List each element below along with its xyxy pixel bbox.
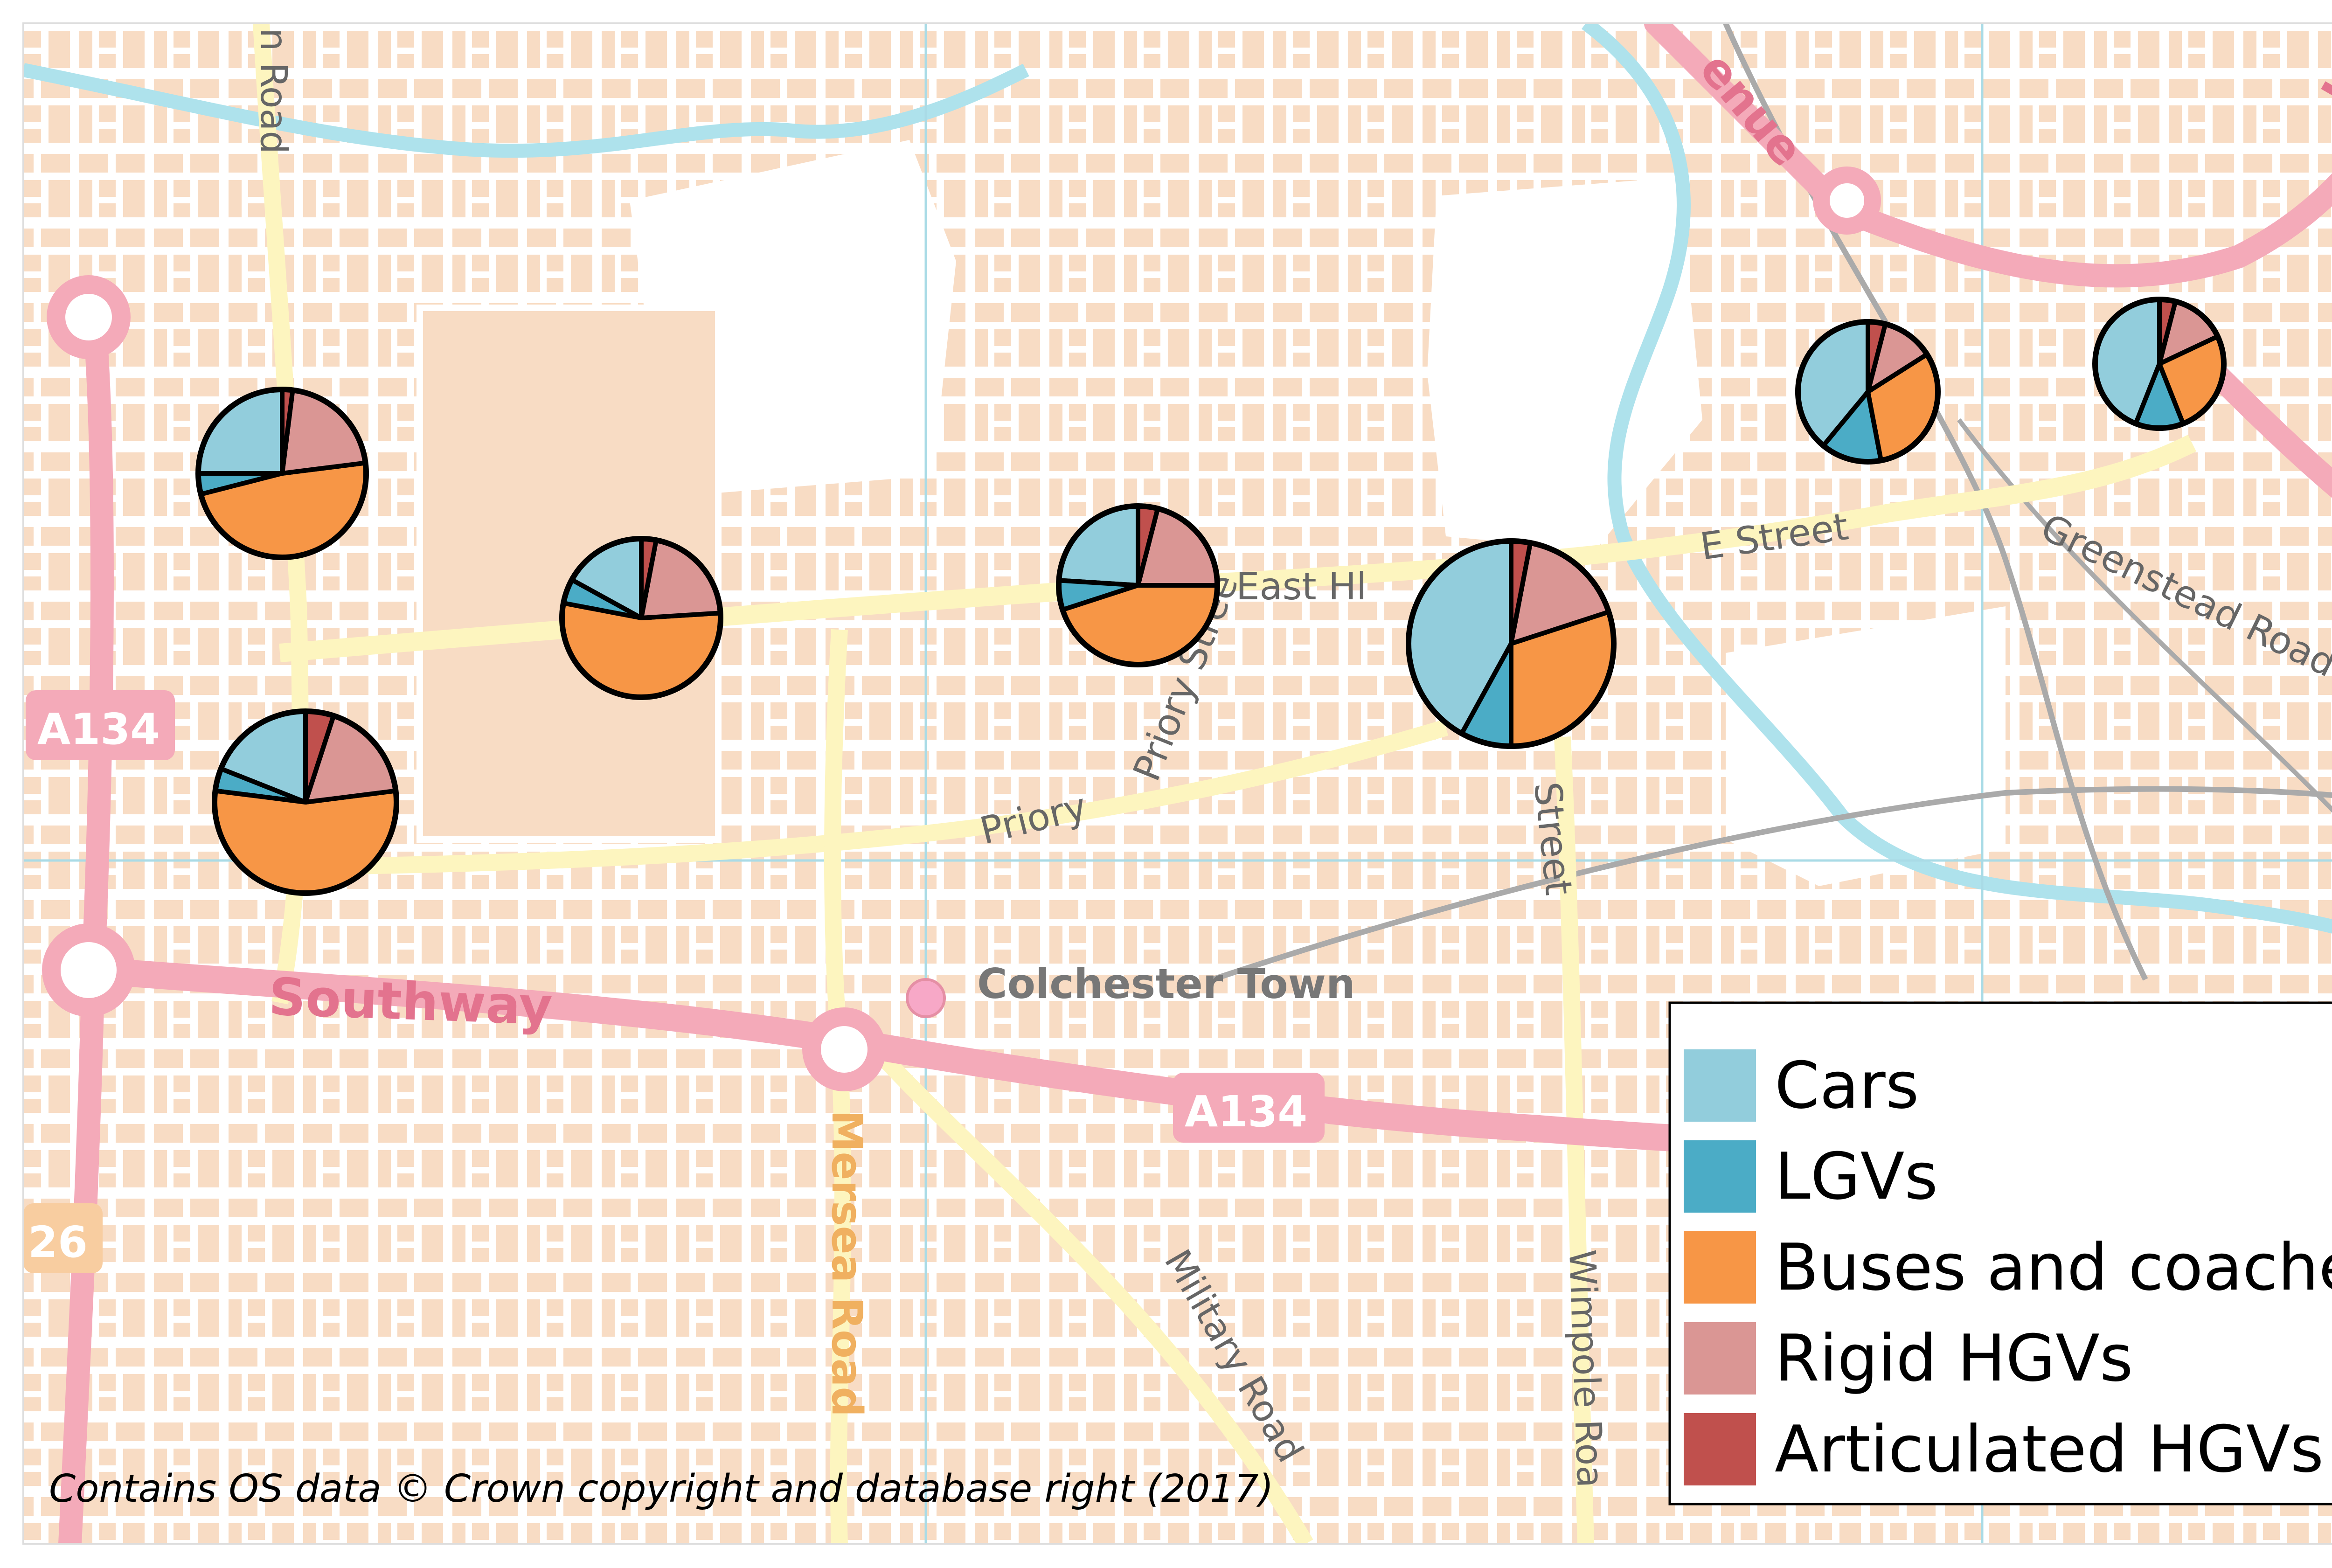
os-credit: Contains OS data © Crown copyright and d…: [49, 1467, 1274, 1511]
badge-a26-text: 26: [28, 1217, 88, 1267]
label-wimpole-road: Wimpole Roa: [1561, 1249, 1611, 1489]
legend: Cars LGVs Buses and coaches Rigid HGVs Artic…: [1668, 1001, 2332, 1506]
legend-swatch-buses: [1684, 1231, 1756, 1304]
label-east-hill: East Hl: [1236, 565, 1367, 608]
legend-swatch-cars: [1684, 1049, 1756, 1122]
pie-east-hill-large: [1406, 538, 1617, 749]
road-priory: [279, 719, 1449, 876]
pie-outline: [1795, 319, 1941, 465]
badge-a26: 26: [23, 1203, 103, 1273]
open-space-east: [1726, 606, 2006, 886]
roundabout-ne: [1813, 167, 1881, 235]
label-southway: Southway: [268, 967, 553, 1036]
pie-far-east: [2092, 297, 2227, 431]
river-colne-east: [1581, 23, 2332, 934]
pie-outline: [195, 387, 369, 560]
pie-south-west: [212, 708, 399, 896]
legend-swatch-lgvs: [1684, 1140, 1756, 1213]
pie-outline: [2092, 297, 2227, 431]
map-frame: [22, 22, 2332, 1545]
roundabout-sw: [42, 923, 135, 1017]
road-wimpole: [1554, 736, 1594, 1544]
legend-box: [1668, 1001, 2332, 1506]
label-colchester-town: Colchester Town: [977, 960, 1355, 1008]
pie-outline: [1406, 538, 1617, 749]
badge-a134-west-text: A134: [37, 704, 160, 754]
legend-label-lgvs: LGVs: [1775, 1139, 1938, 1214]
legend-label-buses: Buses and coaches: [1775, 1230, 2332, 1305]
legend-label-rigid: Rigid HGVs: [1775, 1321, 2133, 1396]
pie-outline: [559, 536, 723, 700]
station-icon[interactable]: [906, 978, 946, 1018]
label-mersea-road: Mersea Road: [822, 1110, 871, 1417]
open-space-river: [1427, 177, 1702, 550]
pie-west-central: [559, 536, 723, 700]
pie-outline: [1056, 503, 1220, 667]
pie-outline: [212, 708, 399, 896]
badge-a134-west: A134: [26, 690, 175, 760]
badge-a134-center: A134: [1173, 1073, 1325, 1143]
legend-swatch-artic: [1684, 1413, 1756, 1485]
railway: [1212, 786, 2332, 982]
legend-label-cars: Cars: [1775, 1048, 1919, 1123]
traffic-pie-charts: [195, 297, 2227, 896]
badge-a134-center-text: A134: [1185, 1087, 1307, 1137]
pie-north-east: [1795, 319, 1941, 465]
river-colne: [23, 63, 1029, 158]
legend-swatch-rigid: [1684, 1322, 1756, 1395]
road-ne-avenue: [1647, 23, 2332, 288]
roundabout-nw: [47, 275, 131, 359]
pie-central: [1056, 503, 1220, 667]
base-map: [23, 23, 2332, 1544]
roundabout-mersea: [802, 1007, 886, 1091]
road-military: [856, 1030, 1313, 1544]
pie-north-west: [195, 387, 369, 560]
label-n-road: n Road: [252, 28, 294, 154]
legend-label-artic: Articulated HGVs: [1775, 1412, 2324, 1487]
